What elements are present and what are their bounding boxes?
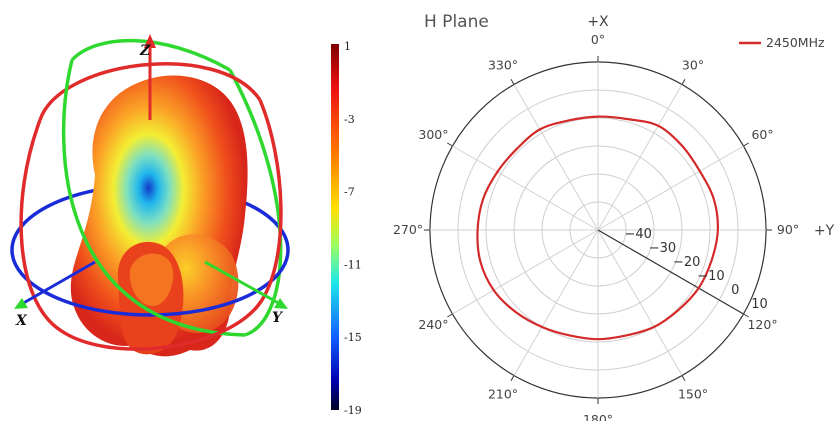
radial-tick-label: −40 bbox=[625, 227, 652, 242]
angular-tick-label: 210° bbox=[488, 387, 518, 402]
series-line-2450mhz bbox=[476, 115, 719, 341]
polar-grid-spoke bbox=[513, 229, 599, 376]
y-axis-label: Y bbox=[272, 310, 284, 326]
z-ring-back bbox=[38, 62, 262, 121]
axis-label-right: +Y bbox=[814, 223, 835, 239]
polar-tick-mark bbox=[681, 375, 686, 381]
angular-tick-label: 240° bbox=[418, 317, 448, 332]
radial-tick-label: 0 bbox=[731, 283, 739, 298]
polar-grid-spoke bbox=[513, 84, 599, 231]
x-axis-line bbox=[19, 260, 96, 307]
angular-tick-label: 0° bbox=[591, 32, 605, 47]
colorbar-tick-label: -11 bbox=[344, 258, 362, 271]
colorbar-tick-label: -7 bbox=[344, 186, 355, 199]
polar-tick-mark bbox=[510, 79, 515, 85]
chart-title: H Plane bbox=[424, 12, 489, 32]
angular-tick-label: 270° bbox=[393, 222, 423, 237]
polar-grid-spoke bbox=[597, 145, 744, 231]
radial-tick-label: −10 bbox=[697, 269, 724, 284]
polar-tick-mark bbox=[510, 375, 515, 381]
angular-tick-label: 120° bbox=[747, 317, 777, 332]
z-axis-arrowhead bbox=[144, 34, 156, 48]
y-ring-front bbox=[61, 38, 246, 337]
radial-tick-label: 10 bbox=[751, 297, 768, 312]
y-axis-line bbox=[204, 260, 283, 307]
polar-tick-mark bbox=[743, 313, 749, 318]
polar-tick-mark bbox=[743, 142, 749, 147]
polar-grid-spoke bbox=[452, 145, 599, 231]
colorbar-gradient bbox=[331, 44, 339, 410]
x-axis-label: X bbox=[15, 313, 28, 329]
colorbar-tick-label: -15 bbox=[344, 331, 362, 344]
angular-tick-label: 90° bbox=[777, 222, 799, 237]
radial-tick-label: −30 bbox=[649, 241, 676, 256]
polar-chart: H Plane 0° 30° 60° 90° 120° 150° 180° 210° 240° 2… bbox=[393, 12, 835, 421]
z-axis-label: Z bbox=[139, 43, 151, 59]
angular-tick-label: 180° bbox=[583, 412, 613, 421]
radiation-pattern-3d: Z X Y bbox=[10, 34, 290, 357]
polar-grid-spoke bbox=[597, 84, 683, 231]
y-axis-arrowhead bbox=[274, 298, 288, 309]
colorbar-tick-label: 1 bbox=[344, 40, 351, 53]
legend: 2450MHz bbox=[739, 35, 825, 50]
polar-tick-mark bbox=[447, 142, 453, 147]
lower-lobe-highlight bbox=[129, 253, 174, 306]
colorbar-tick-label: -19 bbox=[344, 404, 362, 417]
polar-grid-spoke bbox=[597, 229, 683, 376]
x-axis-arrowhead bbox=[14, 298, 28, 309]
axis-label-top: +X bbox=[587, 14, 609, 30]
z-ring-front bbox=[19, 99, 283, 351]
colorbar-tick-label: -3 bbox=[344, 113, 355, 126]
colorbar: 1 -3 -7 -11 -15 -19 bbox=[331, 40, 362, 417]
polar-grid-spoke bbox=[452, 229, 599, 315]
angular-tick-label: 300° bbox=[418, 127, 448, 142]
radial-tick-label: −20 bbox=[673, 255, 700, 270]
radial-axis-line bbox=[597, 229, 744, 315]
polar-tick-mark bbox=[681, 79, 686, 85]
angular-tick-label: 30° bbox=[682, 57, 704, 72]
angular-tick-label: 330° bbox=[488, 57, 518, 72]
angular-tick-label: 150° bbox=[678, 387, 708, 402]
angular-tick-label: 60° bbox=[751, 127, 773, 142]
polar-tick-mark bbox=[447, 313, 453, 318]
legend-label: 2450MHz bbox=[766, 35, 825, 50]
